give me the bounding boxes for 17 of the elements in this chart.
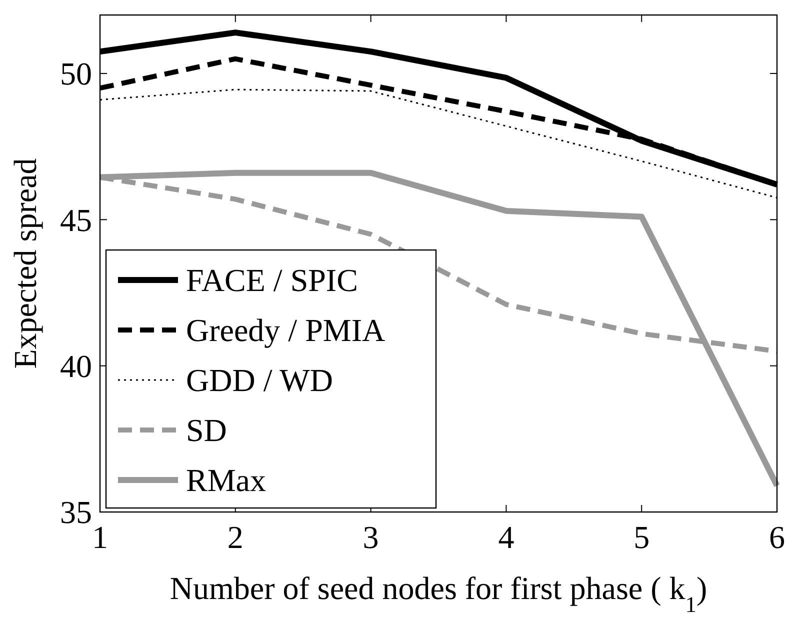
legend-label: SD xyxy=(186,412,227,448)
x-tick-label: 4 xyxy=(498,519,514,555)
y-tick-label: 40 xyxy=(60,348,92,384)
legend-label: Greedy / PMIA xyxy=(186,312,386,348)
x-tick-label: 6 xyxy=(769,519,785,555)
x-tick-label: 1 xyxy=(92,519,108,555)
y-tick-label: 35 xyxy=(60,494,92,530)
legend-label: RMax xyxy=(186,462,266,498)
x-tick-label: 5 xyxy=(634,519,650,555)
y-tick-label: 50 xyxy=(60,56,92,92)
legend-label: FACE / SPIC xyxy=(186,262,358,298)
x-tick-label: 3 xyxy=(362,519,379,555)
x-tick-label: 2 xyxy=(227,519,244,555)
y-axis-title: Expected spread xyxy=(7,158,43,369)
y-tick-label: 45 xyxy=(60,202,92,238)
legend-label: GDD / WD xyxy=(186,362,333,398)
x-axis-title: Number of seed nodes for first phase ( k$_{1}$) xyxy=(170,570,708,616)
